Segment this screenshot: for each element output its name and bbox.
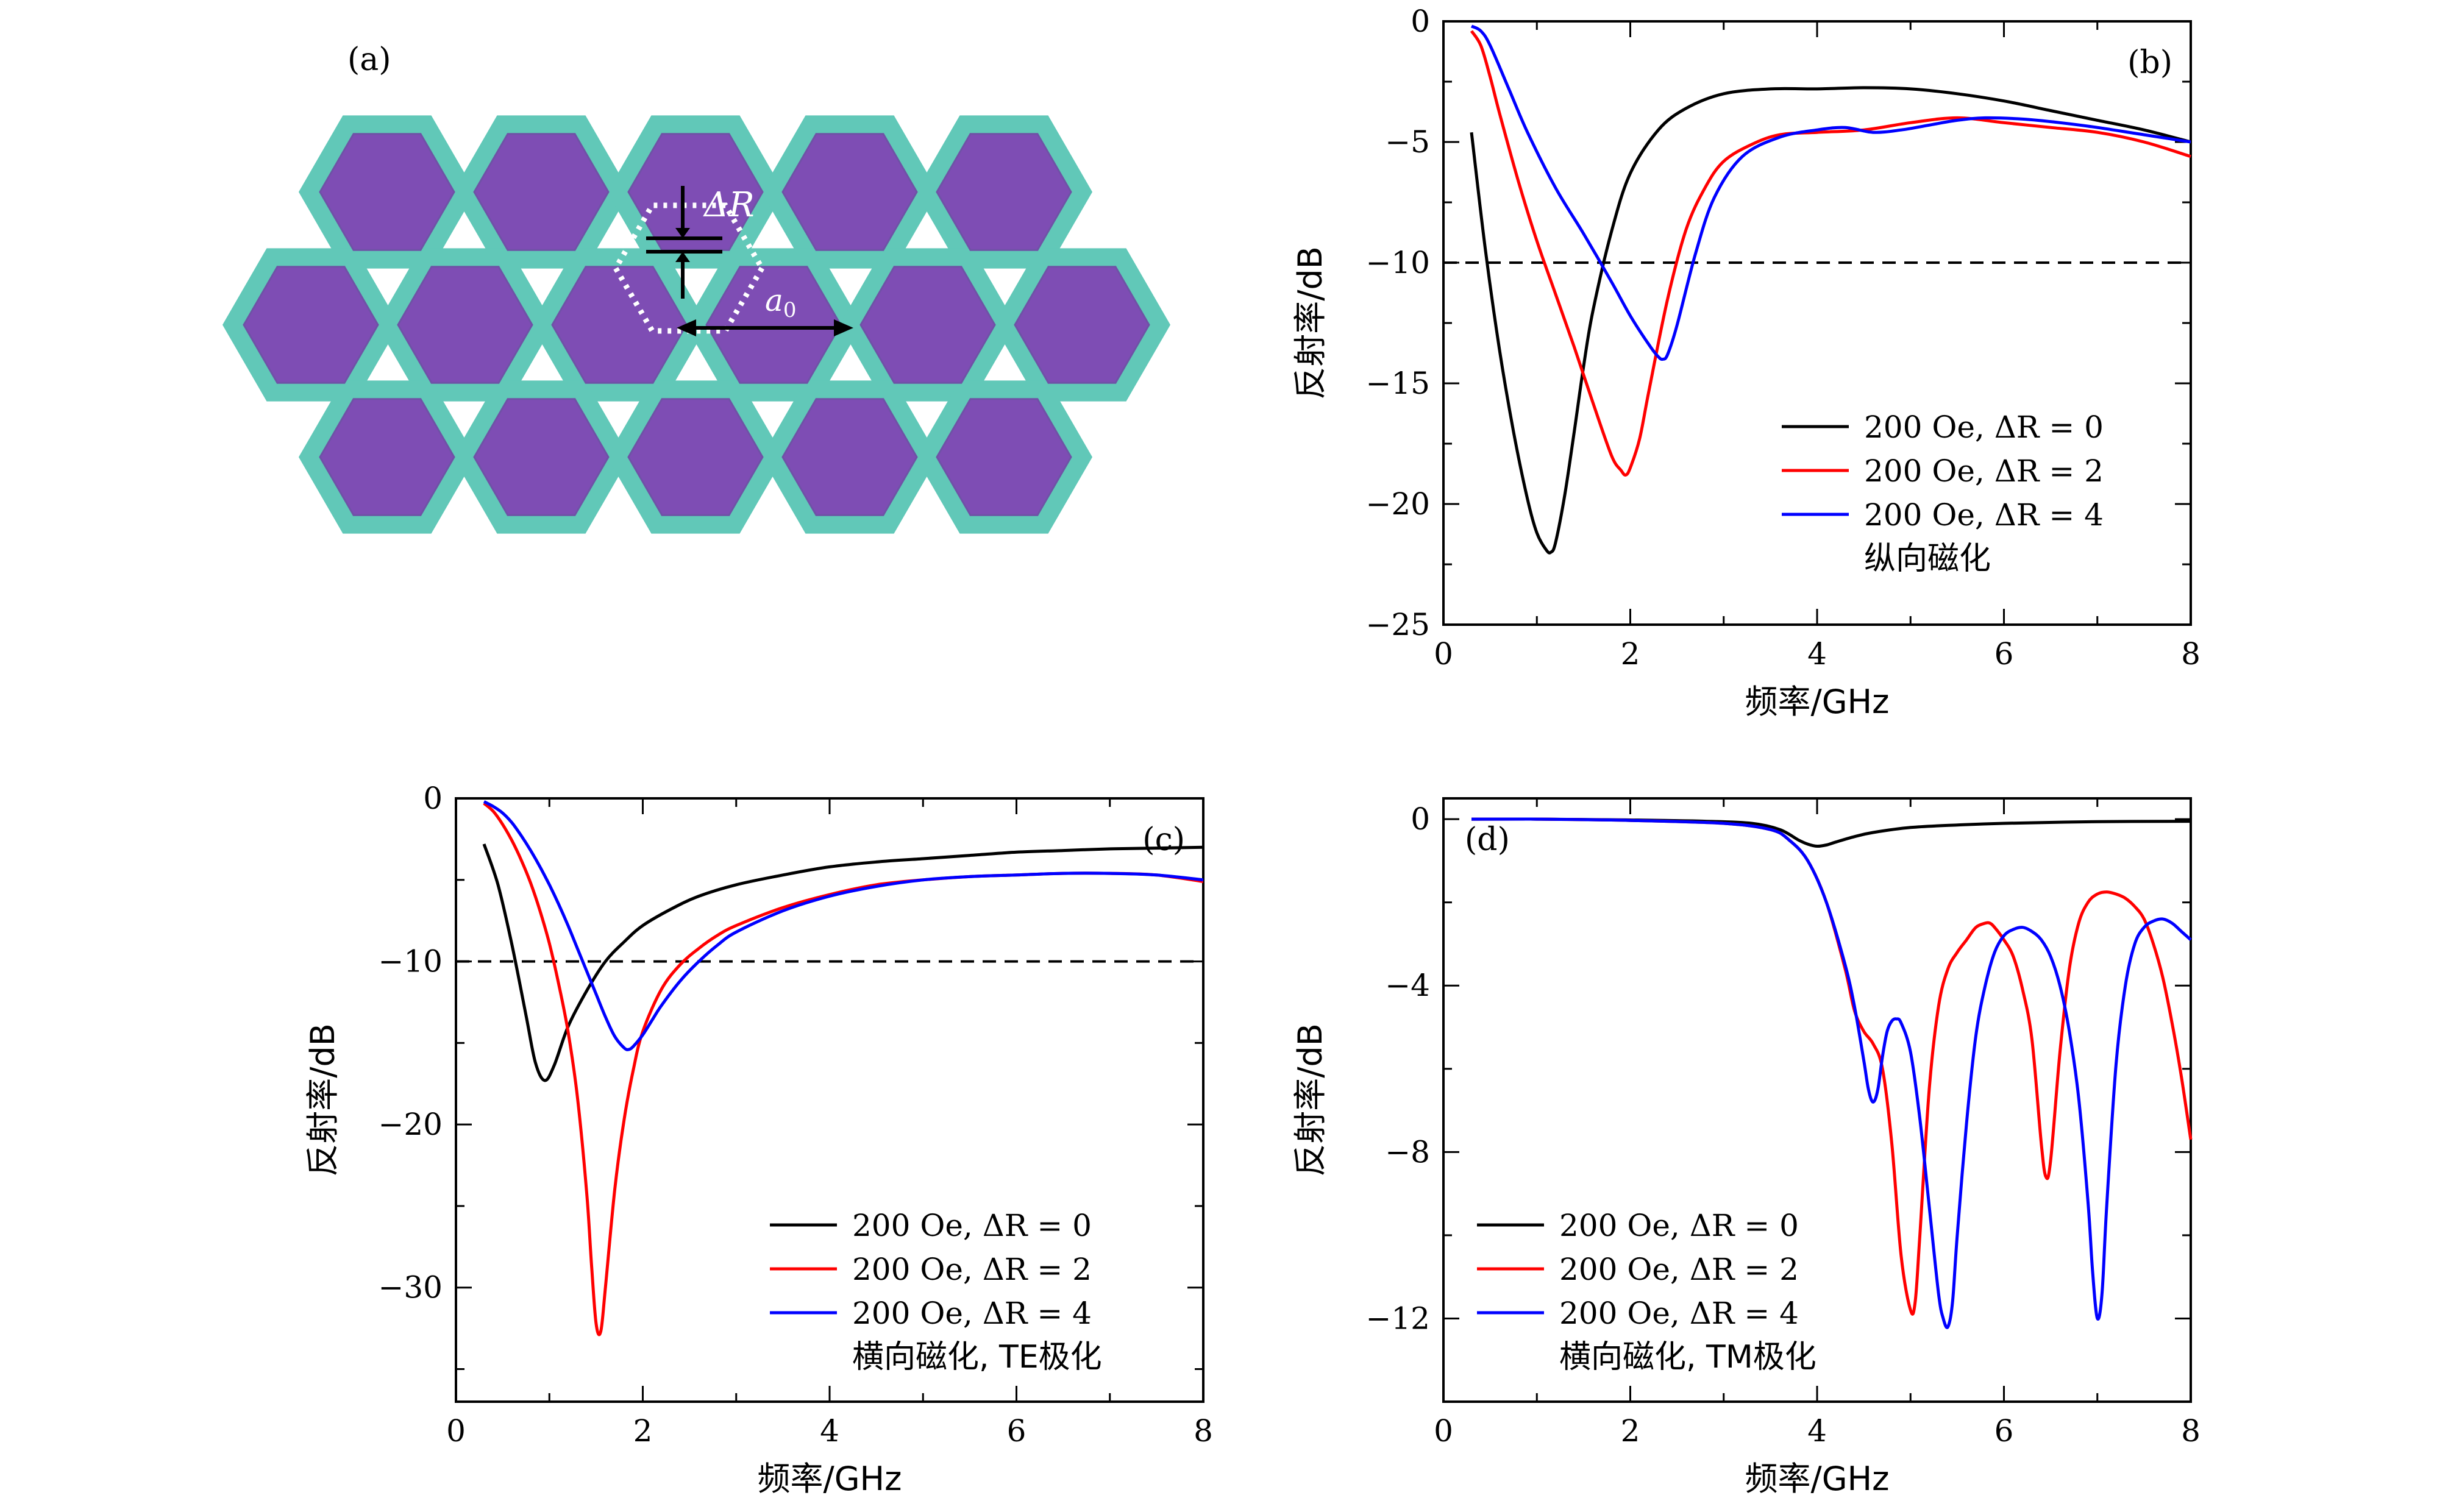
a0-letter: a — [765, 283, 783, 318]
y-tick-label: 0 — [423, 781, 443, 816]
legend-note: 横向磁化, TE极化 — [852, 1339, 1102, 1375]
unit-cell-outline — [612, 202, 766, 334]
x-axis-label: 频率/GHz — [1745, 1460, 1890, 1498]
x-tick-label: 0 — [1434, 636, 1453, 672]
series-line-1 — [1470, 30, 2191, 477]
x-tick-label: 6 — [1007, 1413, 1027, 1449]
y-tick-label: −15 — [1365, 366, 1430, 401]
y-tick-label: −20 — [378, 1107, 443, 1142]
series-line-0 — [1470, 86, 2191, 555]
series-line-1 — [483, 802, 1204, 1336]
y-tick-label: −12 — [1365, 1301, 1430, 1336]
hex-cell — [627, 398, 764, 516]
y-tick-label: −10 — [378, 944, 443, 979]
x-tick-label: 8 — [1194, 1413, 1213, 1449]
hex-cell — [319, 133, 455, 251]
y-axis-label: 反射率/dB — [304, 1023, 342, 1177]
hex-cell — [319, 398, 455, 516]
hex-cell — [859, 266, 996, 384]
a0-marker — [677, 319, 853, 336]
series-line-2 — [483, 800, 1204, 1051]
chart-c: 0 2 4 6 8 0 −10 −20 −30 频率/GHz 反射率/dB (c) 200 Oe, ΔR… — [304, 781, 1213, 1498]
legend-label: 200 Oe, ΔR = 4 — [1864, 497, 2104, 533]
legend-label: 200 Oe, ΔR = 0 — [852, 1208, 1092, 1243]
y-axis-label: 反射率/dB — [1291, 1023, 1329, 1177]
x-tick-label: 8 — [2181, 636, 2201, 672]
hex-cell — [397, 266, 533, 384]
hex-cell — [781, 398, 918, 516]
series-line-0 — [1471, 817, 2191, 848]
hex-cell — [473, 398, 610, 516]
x-tick-label: 6 — [1994, 1413, 2014, 1449]
legend-label: 200 Oe, ΔR = 4 — [1559, 1296, 1799, 1331]
y-axis-label: 反射率/dB — [1291, 246, 1329, 400]
y-tick-label: 0 — [1411, 4, 1430, 39]
panel-label: (d) — [1465, 822, 1510, 858]
hex-cell — [473, 133, 610, 251]
x-tick-label: 6 — [1994, 636, 2014, 672]
y-tick-label: −10 — [1365, 245, 1430, 280]
hex-cell — [781, 133, 918, 251]
hex-cell — [1014, 266, 1150, 384]
x-tick-label: 2 — [1621, 636, 1640, 672]
x-tick-label: 2 — [633, 1413, 653, 1449]
panel-a-honeycomb: (a) ΔR a0 — [222, 41, 1170, 534]
y-tick-label: −30 — [378, 1270, 443, 1305]
panel-a-label: (a) — [347, 41, 391, 78]
legend-label: 200 Oe, ΔR = 2 — [852, 1252, 1092, 1287]
plot-frame — [1442, 20, 2192, 626]
legend-note: 横向磁化, TM极化 — [1559, 1339, 1816, 1375]
chart-d: 0 2 4 6 8 0 −4 −8 −12 频率/GHz 反射率/dB (d) 200 Oe, ΔR =… — [1291, 797, 2201, 1498]
chart-b: 0 2 4 6 8 0 −5 −10 −15 −20 −25 频率/GHz 反射率/dB (b) 200 O… — [1291, 4, 2201, 721]
hex-cell — [243, 266, 379, 384]
legend-label: 200 Oe, ΔR = 2 — [1559, 1252, 1799, 1287]
panel-label: (b) — [2127, 44, 2172, 81]
series-line-0 — [482, 843, 1204, 1082]
x-tick-label: 0 — [1434, 1413, 1453, 1449]
hex-cell — [551, 266, 688, 384]
y-tick-label: −4 — [1385, 968, 1430, 1003]
x-tick-label: 8 — [2181, 1413, 2201, 1449]
y-tick-label: 0 — [1411, 801, 1430, 837]
hex-cell — [936, 133, 1072, 251]
y-tick-label: −5 — [1385, 124, 1430, 160]
x-tick-label: 4 — [1807, 1413, 1827, 1449]
panel-label: (c) — [1142, 822, 1185, 858]
y-tick-label: −20 — [1365, 486, 1430, 522]
legend-label: 200 Oe, ΔR = 0 — [1864, 410, 2104, 445]
x-axis-label: 频率/GHz — [1745, 683, 1890, 721]
a0-label: a0 — [765, 283, 796, 322]
y-tick-label: −25 — [1365, 607, 1430, 642]
hex-cell — [627, 133, 764, 251]
series-line-2 — [1470, 24, 2191, 361]
legend-label: 200 Oe, ΔR = 2 — [1864, 453, 2104, 489]
legend-label: 200 Oe, ΔR = 4 — [852, 1296, 1092, 1331]
delta-r-label: ΔR — [703, 185, 755, 225]
delta-r-marker — [646, 186, 722, 299]
hex-cell — [936, 398, 1072, 516]
legend-label: 200 Oe, ΔR = 0 — [1559, 1208, 1799, 1243]
x-tick-label: 0 — [446, 1413, 466, 1449]
a0-subscript: 0 — [783, 298, 797, 322]
legend-note: 纵向磁化 — [1864, 541, 1991, 577]
y-tick-label: −8 — [1385, 1134, 1430, 1169]
series-line-2 — [1471, 817, 2192, 1329]
hex-cell — [705, 266, 842, 384]
x-tick-label: 4 — [1807, 636, 1827, 672]
honeycomb-lattice — [222, 115, 1170, 534]
x-tick-label: 2 — [1621, 1413, 1640, 1449]
x-tick-label: 4 — [820, 1413, 839, 1449]
x-axis-label: 频率/GHz — [758, 1460, 902, 1498]
